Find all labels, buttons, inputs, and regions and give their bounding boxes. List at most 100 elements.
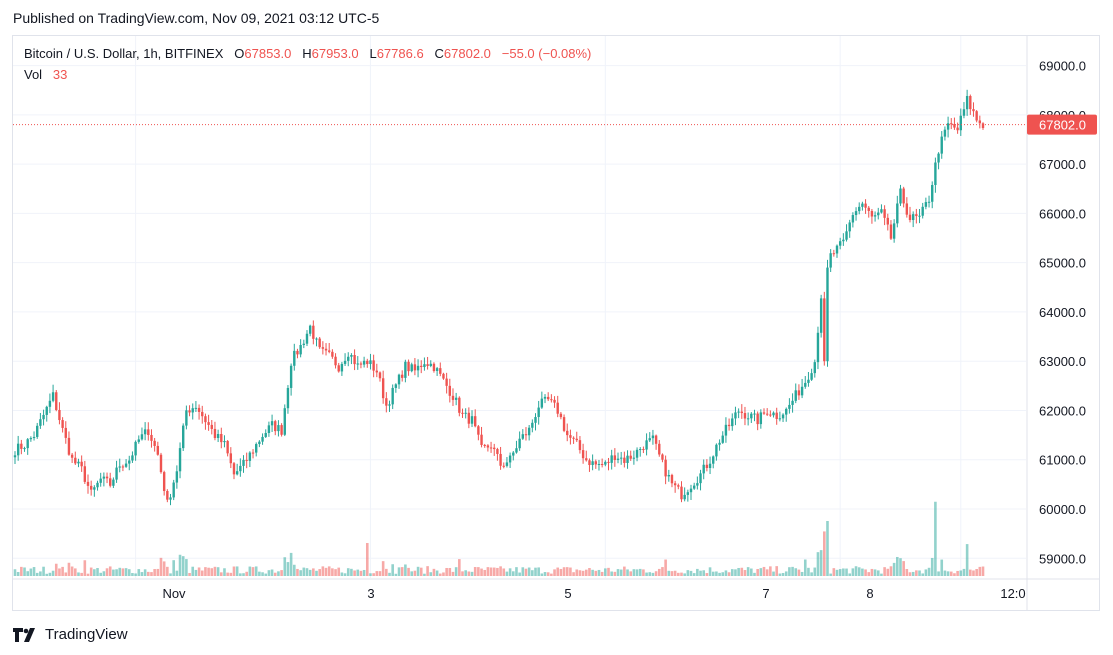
- volume-bar: [569, 567, 572, 576]
- candle-body: [642, 449, 645, 451]
- candle-body: [829, 253, 832, 268]
- volume-bar: [473, 567, 477, 576]
- candle-body: [413, 364, 417, 371]
- volume-bar: [318, 569, 321, 576]
- candle-body: [813, 362, 816, 374]
- chart[interactable]: 69000.068000.067802.067000.066000.065000…: [0, 0, 1113, 612]
- candle-body: [807, 379, 810, 383]
- candle-body: [239, 465, 242, 472]
- volume-bar: [750, 568, 753, 576]
- volume-bar: [527, 567, 531, 576]
- candle-body: [892, 223, 896, 239]
- volume-bar: [305, 568, 309, 576]
- volume-bar: [657, 568, 661, 576]
- tradingview-logo[interactable]: TradingView: [13, 624, 128, 644]
- volume-bar: [210, 568, 214, 576]
- candle-body: [629, 455, 632, 459]
- volume-bar: [794, 568, 798, 576]
- volume-bar: [940, 559, 944, 576]
- candle-body: [543, 396, 547, 399]
- volume-bar: [642, 569, 645, 576]
- candle-body: [223, 441, 226, 443]
- volume-bar: [321, 566, 325, 576]
- volume-bar: [759, 568, 763, 576]
- candle-body: [480, 434, 483, 445]
- tradingview-brand: TradingView: [45, 625, 128, 643]
- candle-body: [950, 123, 953, 125]
- candle-body: [105, 476, 109, 479]
- candle-body: [77, 461, 80, 464]
- volume-bar: [699, 570, 702, 576]
- candle-body: [194, 407, 198, 409]
- volume-bar: [721, 572, 725, 576]
- volume-bar: [594, 570, 598, 576]
- volume-bar: [454, 567, 458, 576]
- x-tick-label: Nov: [162, 586, 186, 601]
- candle-body: [407, 361, 410, 372]
- candle-body: [493, 447, 496, 450]
- candle-body: [588, 460, 591, 466]
- volume-bar: [96, 568, 99, 576]
- candle-body: [315, 338, 318, 340]
- volume-bar: [239, 573, 242, 576]
- volume-bar: [388, 572, 391, 576]
- candle-body: [604, 461, 607, 465]
- candle-body: [940, 136, 943, 154]
- x-tick-label: 7: [762, 586, 769, 601]
- volume-bar: [175, 570, 179, 576]
- volume-bar: [635, 569, 639, 576]
- volume-bar: [626, 569, 629, 576]
- candle-body: [724, 424, 728, 436]
- volume-bar: [166, 566, 169, 576]
- candle-body: [296, 350, 299, 355]
- candle-body: [280, 425, 283, 435]
- candle-body: [55, 392, 58, 410]
- volume-bar: [654, 571, 658, 576]
- candle-body: [286, 387, 290, 409]
- volume-bar: [597, 569, 601, 576]
- candle-body: [61, 420, 64, 428]
- volume-bar: [327, 566, 331, 576]
- candle-body: [683, 494, 686, 500]
- x-tick-label: 8: [866, 586, 873, 601]
- candle-body: [32, 436, 36, 439]
- volume-bar: [67, 562, 71, 576]
- candle-body: [677, 485, 680, 487]
- volume-bar: [435, 570, 439, 576]
- volume-bar: [467, 571, 471, 576]
- volume-bar: [515, 567, 518, 576]
- volume-bar: [86, 573, 90, 576]
- volume-bar: [489, 567, 493, 576]
- volume-bar: [162, 561, 166, 576]
- candle-body: [524, 434, 528, 436]
- volume-bar: [410, 571, 414, 576]
- volume-bar: [584, 569, 588, 576]
- candle-body: [975, 111, 978, 121]
- candle-body: [318, 338, 321, 348]
- candle-body: [946, 123, 950, 130]
- volume-bar: [959, 570, 963, 576]
- volume-bar: [13, 569, 17, 576]
- chart-frame[interactable]: [12, 35, 1100, 611]
- candle-body: [880, 209, 883, 213]
- volume-bar: [105, 568, 109, 576]
- candle-body: [972, 109, 975, 112]
- volume-bar: [553, 569, 556, 576]
- candle-body: [426, 364, 429, 366]
- candle-body: [140, 434, 144, 440]
- candle-body: [692, 485, 696, 489]
- volume-bar: [826, 521, 829, 576]
- candle-body: [597, 464, 601, 466]
- volume-bar: [902, 561, 905, 576]
- volume-bar: [588, 568, 591, 576]
- candle-body: [16, 443, 20, 456]
- volume-bar: [194, 569, 198, 576]
- candle-body: [527, 427, 531, 436]
- volume-bar: [312, 568, 315, 576]
- candle-body: [159, 454, 163, 473]
- volume-bar: [524, 568, 528, 576]
- candle-body: [743, 413, 747, 419]
- low-value: 67786.6: [376, 46, 424, 61]
- volume-bar: [331, 568, 334, 576]
- volume-bar: [578, 570, 582, 576]
